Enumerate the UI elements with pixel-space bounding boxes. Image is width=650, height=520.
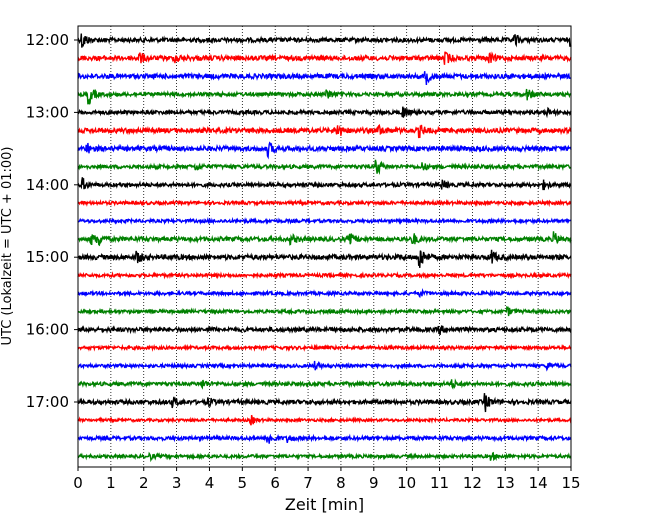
trace-row: [77, 433, 572, 444]
trace-row: [77, 88, 572, 105]
trace-row: [77, 216, 572, 226]
trace-row: [77, 393, 572, 413]
x-tick-label: 12: [463, 474, 482, 492]
x-tick-label: 2: [139, 474, 149, 492]
x-tick-label: 7: [303, 474, 313, 492]
trace-row: [77, 343, 572, 352]
y-axis-label: UTC (Lokalzeit = UTC + 01:00): [0, 147, 15, 346]
y-tick-label: 16:00: [26, 321, 69, 339]
y-axis-ticks: 12:00 13:00 14:00 15:00 16:00 17:00: [26, 31, 78, 411]
trace-row: [77, 305, 572, 317]
x-tick-label: 1: [106, 474, 116, 492]
x-tick-label: 14: [529, 474, 548, 492]
x-axis-ticks: 0 1 2 3 4 5 6 7 8 9 10 11 12 13 14 15: [73, 467, 581, 492]
x-tick-label: 4: [205, 474, 215, 492]
trace-row: [77, 198, 572, 208]
trace-row: [77, 159, 572, 176]
trace-row: [77, 271, 572, 280]
x-tick-label: 0: [73, 474, 83, 492]
trace-row: [77, 451, 572, 463]
x-tick-label: 6: [270, 474, 280, 492]
x-axis-label: Zeit [min]: [285, 495, 364, 514]
x-tick-label: 5: [238, 474, 248, 492]
plot-frame: [77, 25, 572, 468]
y-tick-label: 15:00: [26, 248, 69, 266]
trace-row: [77, 249, 572, 268]
seismogram-traces: [77, 33, 572, 463]
x-tick-label: 15: [561, 474, 580, 492]
trace-row: [77, 141, 572, 160]
trace-row: [77, 231, 572, 247]
y-tick-label: 14:00: [26, 176, 69, 194]
trace-row: [77, 106, 572, 119]
trace-row: [77, 51, 572, 65]
x-tick-label: 11: [430, 474, 449, 492]
plot-background: [78, 26, 571, 467]
x-tick-label: 9: [369, 474, 379, 492]
x-tick-label: 3: [172, 474, 182, 492]
y-tick-label: 12:00: [26, 31, 69, 49]
trace-row: [77, 71, 572, 86]
trace-row: [77, 123, 572, 139]
trace-row: [77, 414, 572, 426]
trace-row: [77, 360, 572, 372]
x-tick-label: 13: [496, 474, 515, 492]
y-tick-label: 17:00: [26, 393, 69, 411]
trace-row: [77, 378, 572, 390]
y-tick-label: 13:00: [26, 103, 69, 121]
x-tick-label: 8: [336, 474, 346, 492]
trace-row: [77, 33, 572, 48]
trace-row: [77, 177, 572, 191]
trace-row: [77, 287, 572, 299]
trace-row: [77, 325, 572, 335]
x-tick-label: 10: [397, 474, 416, 492]
